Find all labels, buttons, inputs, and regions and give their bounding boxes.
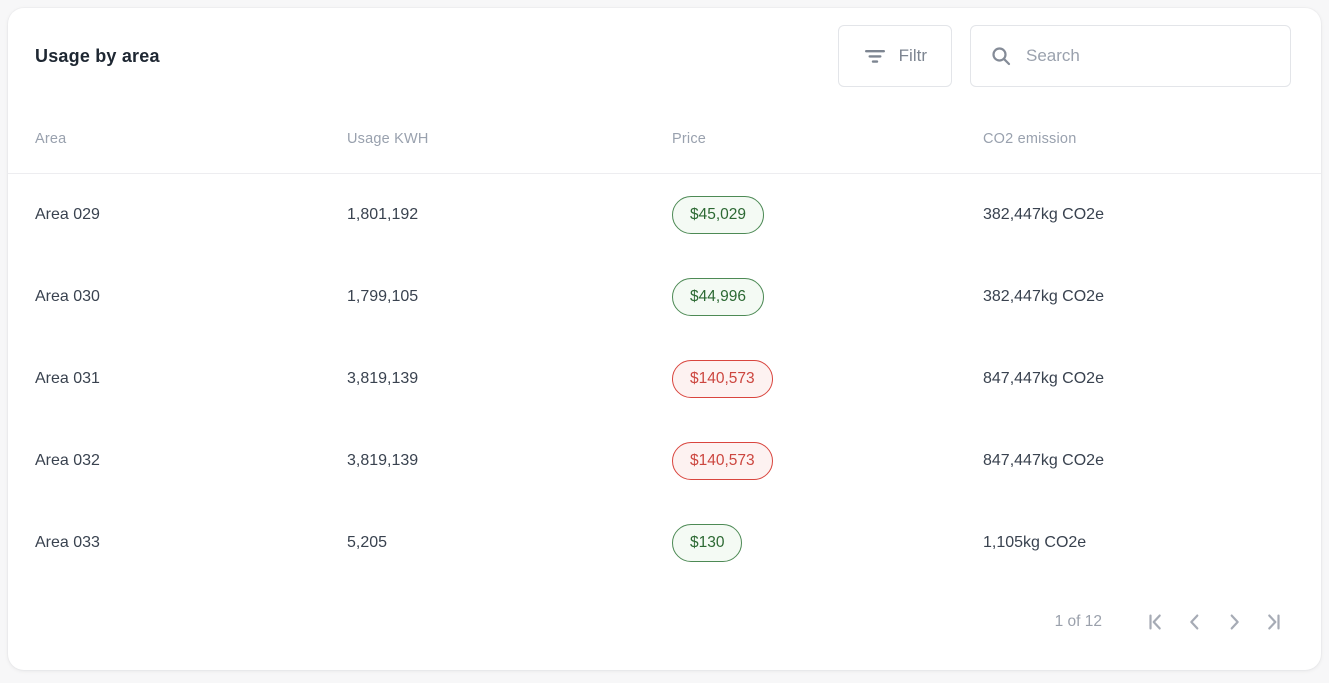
cell-usage: 3,819,139 [347,370,419,387]
table-row: Area 030 1,799,105 $44,996 382,447kg CO2… [8,256,1321,338]
filter-button-label: Filtr [898,46,927,65]
usage-by-area-card: Usage by area Filtr [8,8,1321,670]
cell-co2: 1,105kg CO2e [983,534,1087,551]
header-controls: Filtr [837,25,1291,87]
cell-co2: 382,447kg CO2e [983,288,1104,305]
cell-area: Area 030 [35,288,100,305]
cell-usage: 1,799,105 [347,288,419,305]
price-badge: $45,029 [672,196,765,234]
cell-usage: 3,819,139 [347,452,419,469]
chevron-right-icon [1223,611,1245,633]
cell-usage: 5,205 [347,534,388,551]
cell-co2: 847,447kg CO2e [983,370,1104,387]
search-box [970,25,1291,87]
price-badge: $130 [672,524,743,562]
cell-area: Area 031 [35,370,100,387]
pagination: 1 of 12 [8,584,1321,634]
column-header-usage-kwh: Usage KWH [347,130,429,147]
column-header-area: Area [35,130,67,147]
column-header-co2-emission: CO2 emission [983,130,1077,147]
table-row: Area 031 3,819,139 $140,573 847,447kg CO… [8,338,1321,420]
cell-area: Area 029 [35,206,100,223]
search-icon [989,44,1013,68]
page-title: Usage by area [35,45,160,66]
table-row: Area 033 5,205 $130 1,105kg CO2e [8,502,1321,584]
table-body: Area 029 1,801,192 $45,029 382,447kg CO2… [8,174,1321,584]
table-row: Area 029 1,801,192 $45,029 382,447kg CO2… [8,174,1321,256]
cell-area: Area 032 [35,452,100,469]
price-badge: $44,996 [672,278,765,316]
cell-usage: 1,801,192 [347,206,419,223]
last-page-icon [1262,611,1284,633]
cell-co2: 382,447kg CO2e [983,206,1104,223]
cell-area: Area 033 [35,534,100,551]
pager-controls [1144,610,1285,634]
page-indicator: 1 of 12 [1054,613,1102,630]
column-header-price: Price [672,130,707,147]
first-page-icon [1145,611,1167,633]
price-badge: $140,573 [672,360,773,398]
last-page-button[interactable] [1261,610,1285,634]
table-header-row: Area Usage KWH Price CO2 emission [8,104,1321,174]
filter-icon [863,44,887,68]
search-input[interactable] [1026,46,1272,66]
chevron-left-icon [1184,611,1206,633]
filter-button[interactable]: Filtr [837,25,952,87]
table-row: Area 032 3,819,139 $140,573 847,447kg CO… [8,420,1321,502]
previous-page-button[interactable] [1183,610,1207,634]
next-page-button[interactable] [1222,610,1246,634]
cell-co2: 847,447kg CO2e [983,452,1104,469]
first-page-button[interactable] [1144,610,1168,634]
card-header: Usage by area Filtr [8,8,1321,104]
price-badge: $140,573 [672,442,773,480]
